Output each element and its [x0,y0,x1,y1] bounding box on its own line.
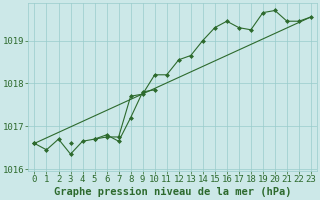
X-axis label: Graphe pression niveau de la mer (hPa): Graphe pression niveau de la mer (hPa) [54,187,292,197]
